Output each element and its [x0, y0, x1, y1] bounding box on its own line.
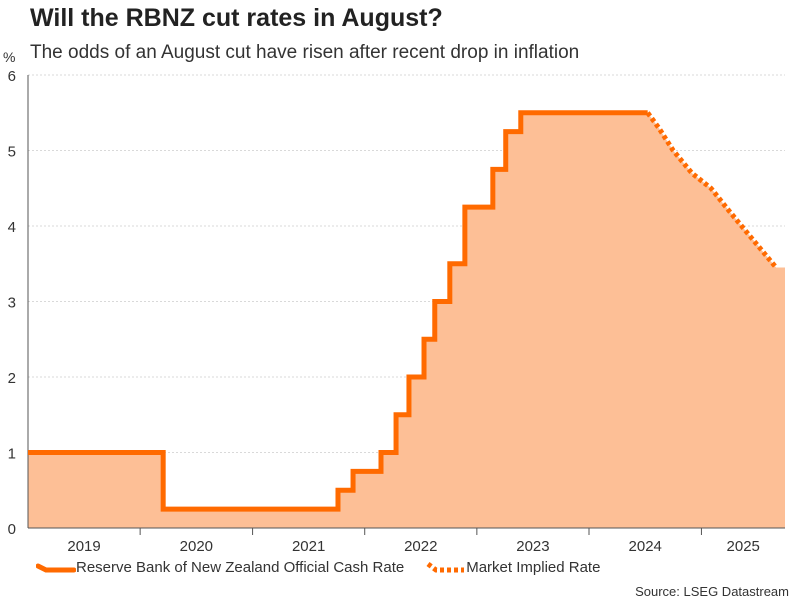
legend-label-ocr: Reserve Bank of New Zealand Official Cas…	[76, 559, 405, 576]
series-line-market	[645, 111, 779, 270]
legend-item-ocr: Reserve Bank of New Zealand Official Cas…	[36, 559, 404, 576]
x-tick-label: 2020	[180, 538, 213, 555]
chart-title: Will the RBNZ cut rates in August?	[30, 4, 443, 32]
x-tick-label: 2021	[292, 538, 325, 555]
legend-label-market: Market Implied Rate	[466, 559, 601, 576]
x-tick-label: 2024	[629, 538, 662, 555]
y-tick-label: 4	[8, 219, 16, 236]
y-tick-label: 0	[8, 521, 16, 538]
chart-subtitle: The odds of an August cut have risen aft…	[30, 42, 580, 63]
y-axis-label: %	[3, 49, 15, 65]
chart-legend: Reserve Bank of New Zealand Official Cas…	[36, 559, 622, 576]
y-tick-label: 2	[8, 370, 16, 387]
y-tick-label: 1	[8, 446, 16, 463]
y-tick-label: 3	[8, 295, 16, 312]
legend-swatch-solid	[36, 563, 76, 572]
y-tick-label: 6	[8, 68, 16, 85]
x-tick-label: 2025	[727, 538, 760, 555]
area-fill	[28, 112, 785, 528]
legend-item-market: Market Implied Rate	[426, 559, 600, 576]
series-line-ocr	[28, 110, 648, 512]
y-tick-label: 5	[8, 144, 16, 161]
x-tick-label: 2023	[516, 538, 549, 555]
x-tick-label: 2019	[67, 538, 100, 555]
x-tick-label: 2022	[404, 538, 437, 555]
legend-swatch-dotted	[426, 561, 465, 572]
source-note: Source: LSEG Datastream	[635, 584, 789, 599]
